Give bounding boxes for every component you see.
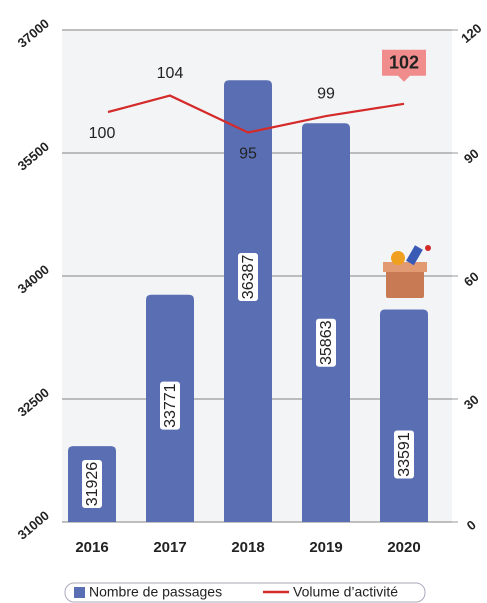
y2-tick-label: 120 — [458, 20, 484, 45]
line — [107, 94, 405, 134]
bar — [380, 309, 428, 522]
bar-label: 33591 — [396, 432, 413, 477]
y2-tick-label: 60 — [461, 269, 482, 290]
bar-label: 36387 — [240, 255, 257, 300]
legend-label: Volume d’activité — [293, 584, 398, 600]
legend-box — [64, 582, 426, 603]
line-label: 104 — [157, 65, 184, 82]
bar-label-group: 33771 — [160, 381, 180, 430]
legend-label: Nombre de passages — [89, 584, 222, 600]
y-tick-label: 35500 — [15, 139, 52, 174]
x-tick-label: 2017 — [153, 539, 186, 556]
x-tick-label: 2018 — [231, 539, 264, 556]
bar-label-box — [316, 318, 336, 367]
y2-tick-label: 90 — [461, 146, 482, 167]
x-tick-label: 2020 — [387, 539, 420, 556]
y2-tick-label: 30 — [461, 392, 482, 413]
x-tick-label: 2016 — [75, 539, 108, 556]
bar-label-box — [394, 430, 414, 479]
bar-label-box — [82, 460, 102, 509]
bar — [224, 80, 272, 523]
callout — [382, 49, 426, 82]
y-tick-label: 31000 — [15, 508, 52, 543]
y-tick-label: 37000 — [15, 16, 52, 51]
legend-swatch — [74, 587, 85, 598]
bar-label-group: 31926 — [82, 460, 102, 509]
y-tick-label: 32500 — [15, 385, 52, 420]
y-tick-label: 34000 — [15, 262, 52, 297]
gift-icon — [383, 245, 431, 298]
line-label: 100 — [89, 125, 116, 142]
bar-label-group: 36387 — [238, 252, 258, 301]
x-tick-label: 2019 — [309, 539, 342, 556]
bar-label: 35863 — [318, 320, 335, 365]
bar-label: 33771 — [162, 383, 179, 428]
line-label: 95 — [239, 146, 257, 163]
bar-label-box — [160, 381, 180, 430]
bar-label-group: 33591 — [394, 430, 414, 479]
y2-tick-label: 0 — [464, 517, 479, 533]
bar-label-box — [238, 252, 258, 301]
line-label: 99 — [317, 85, 335, 102]
bar-label: 31926 — [84, 462, 101, 507]
bar-label-group: 35863 — [316, 318, 336, 367]
line-label: 102 — [389, 53, 419, 73]
